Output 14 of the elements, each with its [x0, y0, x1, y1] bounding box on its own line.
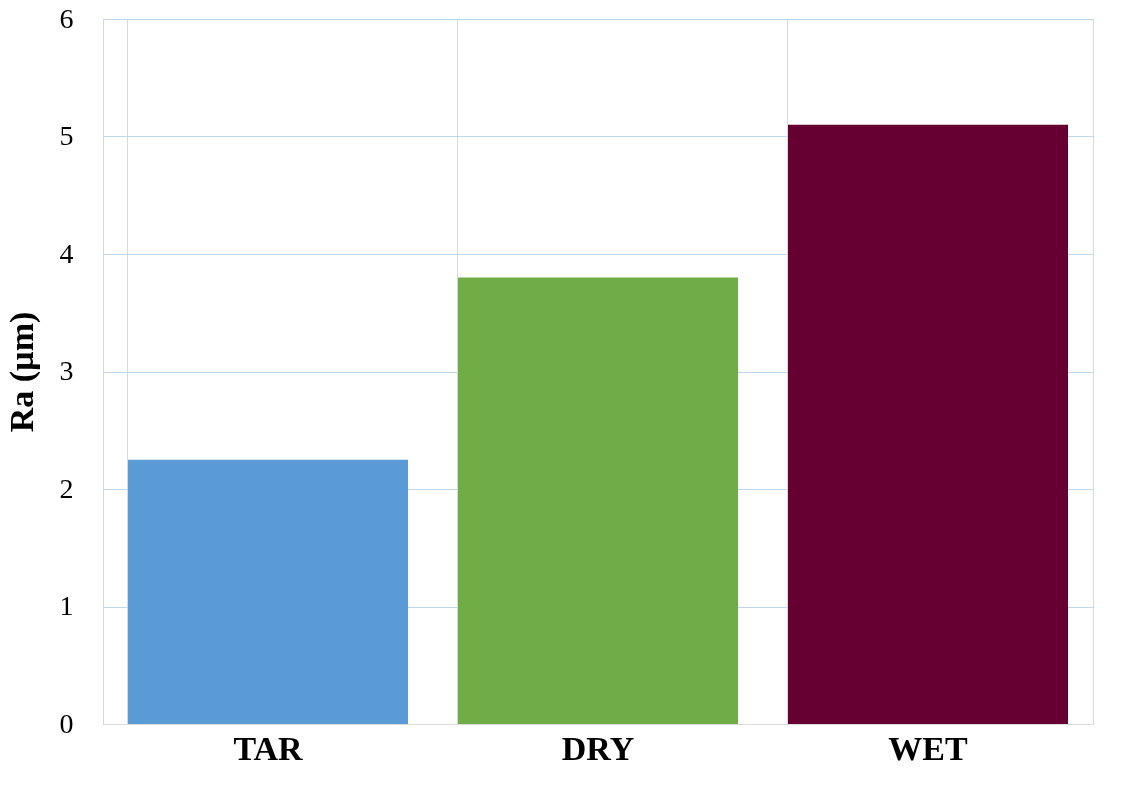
x-tick-label: TAR: [233, 729, 304, 767]
x-tick-label: WET: [888, 729, 968, 767]
y-axis-title: Ra (µm): [2, 311, 41, 433]
y-tick-label: 3: [59, 355, 74, 386]
y-tick-label: 4: [59, 237, 74, 269]
bar: [788, 124, 1068, 724]
y-tick-label: 0: [59, 707, 74, 739]
y-tick-label: 5: [59, 120, 74, 151]
y-tick-label: 2: [59, 472, 74, 504]
bar: [458, 277, 738, 724]
bar: [128, 459, 408, 724]
y-tick-label: 1: [59, 590, 74, 621]
y-tick-label: 6: [59, 2, 74, 34]
x-tick-label: DRY: [561, 729, 635, 767]
